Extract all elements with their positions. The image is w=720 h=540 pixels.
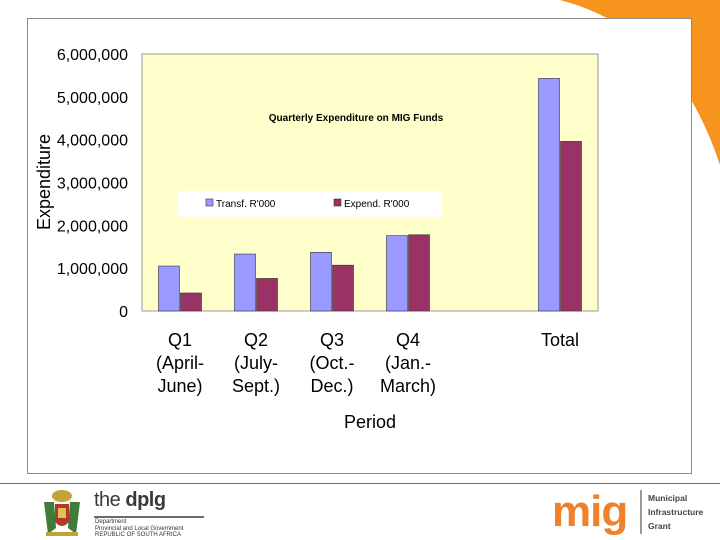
x-tick-label: Q1: [168, 330, 192, 350]
mig-line-2: Infrastructure: [648, 507, 704, 517]
y-tick-label: 4,000,000: [57, 133, 128, 150]
plot-area: [141, 53, 599, 312]
bar-transf: [538, 78, 560, 312]
mig-divider: [640, 490, 642, 534]
footer-divider: [0, 483, 720, 484]
dplg-department-text: Department Provincial and Local Governme…: [95, 519, 183, 539]
legend-swatch: [333, 198, 342, 207]
mig-line-1: Municipal: [648, 493, 688, 503]
y-tick-label: 1,000,000: [57, 261, 128, 278]
x-tick-label: (April-: [156, 353, 204, 373]
mig-name-text: Municipal Infrastructure Grant: [648, 491, 703, 533]
x-tick-label: Q4: [396, 330, 420, 350]
dplg-line-3: REPUBLIC OF SOUTH AFRICA: [95, 532, 182, 538]
x-tick-label: March): [380, 376, 436, 396]
legend-label: Expend. R'000: [344, 199, 410, 210]
x-tick-label: Q2: [244, 330, 268, 350]
dplg-line-1: Department: [95, 519, 127, 525]
chart-title: Quarterly Expenditure on MIG Funds: [269, 113, 444, 124]
x-tick-label: (Oct.-: [310, 353, 355, 373]
y-tick-label: 2,000,000: [57, 218, 128, 235]
bar-transf: [310, 252, 332, 312]
legend-swatch: [205, 198, 214, 207]
coat-of-arms-icon: [44, 490, 80, 536]
x-axis-title: Period: [344, 412, 396, 432]
x-tick-label: (July-: [234, 353, 278, 373]
x-tick-label: Dec.): [310, 376, 353, 396]
bar-transf: [234, 253, 256, 312]
x-tick-label: (Jan.-: [385, 353, 431, 373]
y-tick-label: 0: [119, 304, 128, 321]
y-tick-label: 5,000,000: [57, 90, 128, 107]
mig-line-3: Grant: [648, 521, 671, 531]
dplg-line-2: Provincial and Local Government: [95, 525, 184, 532]
bar-expend: [408, 234, 430, 312]
bar-expend: [560, 141, 582, 312]
dplg-wordmark: the dplg: [94, 489, 166, 511]
bar-transf: [158, 265, 180, 312]
x-tick-label: Sept.): [232, 376, 280, 396]
x-tick-label: June): [157, 376, 202, 396]
mig-logo: mig: [552, 487, 628, 536]
dplg-underline: [94, 516, 204, 518]
x-tick-label: Total: [541, 330, 579, 350]
y-tick-label: 3,000,000: [57, 176, 128, 193]
legend-box: [178, 191, 442, 217]
y-axis-title: Expenditure: [34, 134, 54, 230]
legend-label: Transf. R'000: [216, 199, 276, 210]
x-tick-label: Q3: [320, 330, 344, 350]
bar-transf: [386, 235, 408, 312]
bar-expend: [180, 292, 202, 312]
bar-expend: [332, 264, 354, 312]
y-tick-label: 6,000,000: [57, 47, 128, 64]
bar-expend: [256, 278, 278, 312]
